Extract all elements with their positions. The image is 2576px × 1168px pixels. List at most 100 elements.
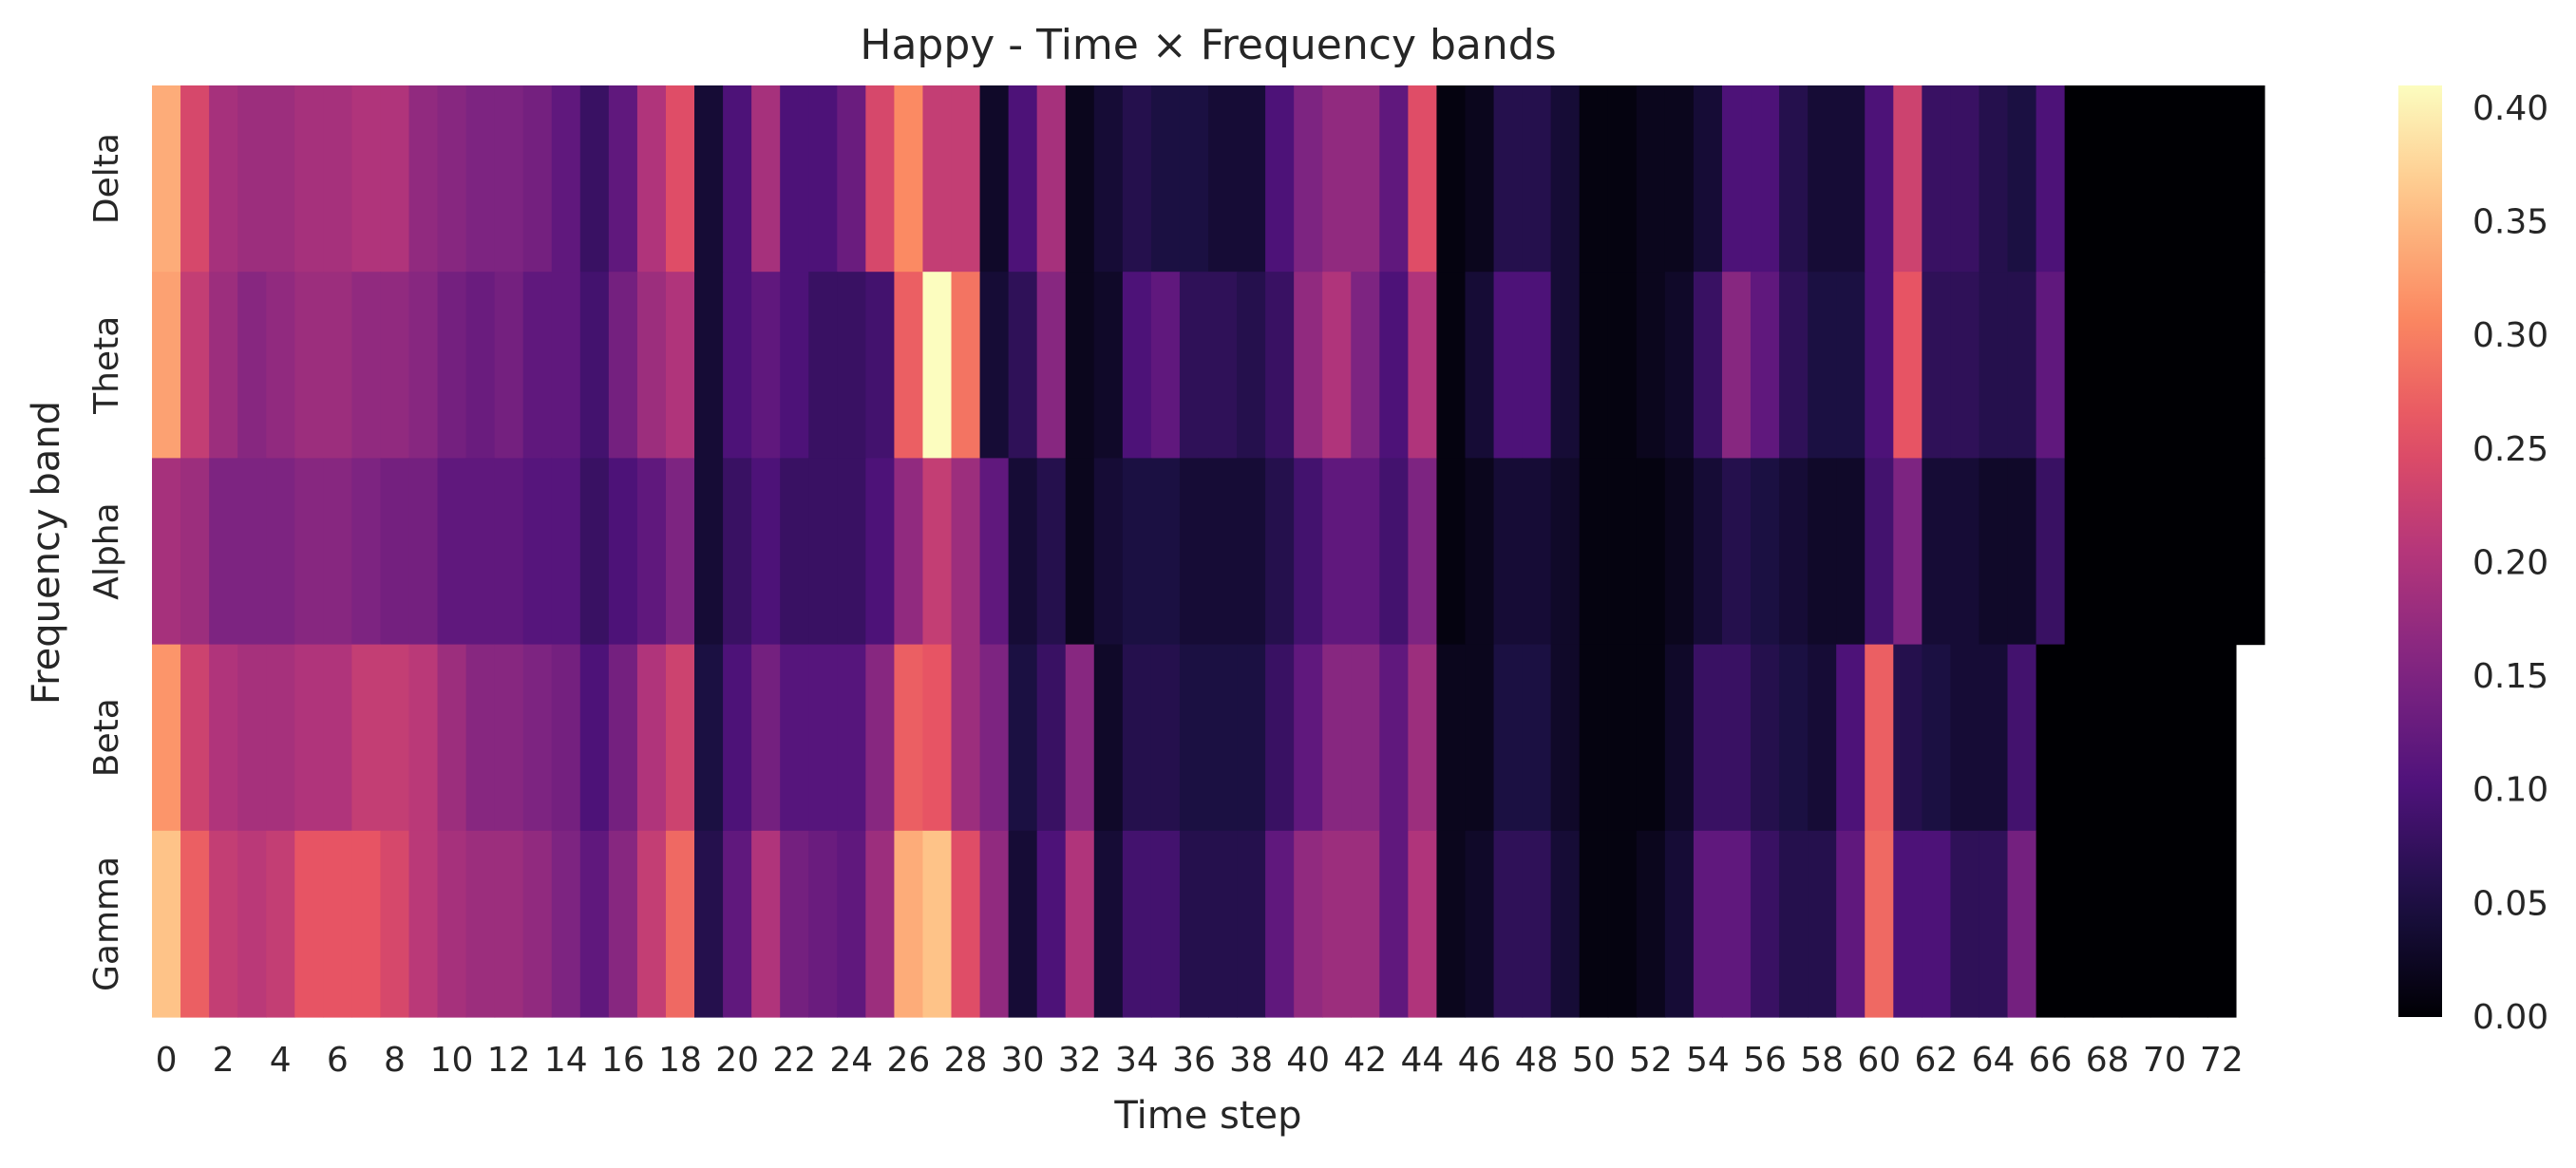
heatmap-cell xyxy=(808,830,838,1018)
x-tick-label: 12 xyxy=(487,1041,531,1080)
heatmap-cell xyxy=(2036,458,2066,646)
heatmap-cell xyxy=(1751,85,1780,273)
heatmap-cell xyxy=(494,830,524,1018)
heatmap-cell xyxy=(579,272,610,459)
heatmap-cell xyxy=(2121,272,2151,459)
y-tick-label: Delta xyxy=(87,133,126,224)
heatmap-cell xyxy=(2036,85,2066,273)
heatmap-cell xyxy=(1493,458,1524,646)
heatmap-cell xyxy=(1265,85,1295,273)
heatmap-cell xyxy=(1893,830,1923,1018)
x-tick-label: 26 xyxy=(887,1041,931,1080)
heatmap-cell xyxy=(437,85,467,273)
heatmap-cell xyxy=(1150,272,1181,459)
heatmap-cell xyxy=(1550,458,1581,646)
heatmap-cell xyxy=(1721,458,1752,646)
heatmap-cell xyxy=(294,644,324,832)
heatmap-cell xyxy=(951,272,981,459)
heatmap-cell xyxy=(1664,458,1695,646)
heatmap-cell xyxy=(294,830,324,1018)
heatmap-cell xyxy=(1636,85,1666,273)
heatmap-cell xyxy=(1351,830,1380,1018)
heatmap-cell xyxy=(1150,85,1181,273)
heatmap-cell xyxy=(2121,644,2151,832)
heatmap-cell xyxy=(1979,458,2009,646)
x-tick-label: 56 xyxy=(1743,1041,1787,1080)
heatmap-cell xyxy=(951,458,981,646)
heatmap-cell xyxy=(1351,644,1380,832)
x-tick-label: 60 xyxy=(1857,1041,1901,1080)
heatmap-cell xyxy=(551,644,581,832)
heatmap-cell xyxy=(865,272,895,459)
heatmap-cell xyxy=(2178,272,2208,459)
heatmap-cell xyxy=(780,85,809,273)
heatmap-cell xyxy=(751,272,781,459)
heatmap-cell xyxy=(1294,85,1323,273)
heatmap-cell xyxy=(522,458,553,646)
heatmap-cell xyxy=(2150,272,2180,459)
heatmap-cell xyxy=(665,272,695,459)
heatmap-cell xyxy=(1179,85,1209,273)
heatmap-cell xyxy=(780,272,809,459)
heatmap-cell xyxy=(380,85,410,273)
x-tick-label: 70 xyxy=(2143,1041,2187,1080)
heatmap-cell xyxy=(1751,458,1780,646)
heatmap-cell xyxy=(465,85,496,273)
heatmap-cell xyxy=(1636,830,1666,1018)
heatmap-cell xyxy=(694,830,724,1018)
heatmap-cell xyxy=(1036,85,1067,273)
heatmap-cell xyxy=(1550,85,1581,273)
heatmap-cell xyxy=(1836,458,1866,646)
heatmap-cell xyxy=(979,644,1010,832)
heatmap-cell xyxy=(1893,644,1923,832)
colorbar xyxy=(2398,85,2442,1017)
heatmap-cell xyxy=(1808,458,1837,646)
heatmap-cell xyxy=(209,458,238,646)
heatmap-cell xyxy=(780,830,809,1018)
heatmap-cell xyxy=(1122,458,1152,646)
heatmap-cell xyxy=(1408,458,1438,646)
y-tick-label: Alpha xyxy=(87,502,126,599)
heatmap-cell xyxy=(1150,458,1181,646)
heatmap-cell xyxy=(1036,644,1067,832)
heatmap-cell xyxy=(1865,458,1894,646)
heatmap-cell xyxy=(837,458,866,646)
x-tick-label: 66 xyxy=(2029,1041,2073,1080)
heatmap-cell xyxy=(1322,272,1352,459)
heatmap-cell xyxy=(665,458,695,646)
heatmap-cell xyxy=(294,272,324,459)
colorbar-tick-label: 0.40 xyxy=(2472,89,2548,128)
heatmap-cell xyxy=(979,272,1010,459)
heatmap-cell xyxy=(751,85,781,273)
heatmap-cell xyxy=(1322,644,1352,832)
heatmap-cell xyxy=(979,85,1010,273)
heatmap-cell xyxy=(1664,85,1695,273)
colorbar-tick-label: 0.25 xyxy=(2472,430,2548,469)
heatmap-cell xyxy=(1779,272,1809,459)
heatmap-cell xyxy=(808,272,838,459)
colorbar-tick-label: 0.30 xyxy=(2472,316,2548,355)
heatmap-cell xyxy=(694,85,724,273)
heatmap-cell xyxy=(1607,644,1638,832)
heatmap-cell xyxy=(1008,85,1038,273)
x-tick-label: 32 xyxy=(1058,1041,1102,1080)
heatmap-cell xyxy=(1008,644,1038,832)
heatmap-cell xyxy=(894,830,924,1018)
heatmap-cell xyxy=(1465,830,1495,1018)
heatmap-cell xyxy=(951,85,981,273)
heatmap-cell xyxy=(1751,830,1780,1018)
heatmap-cell xyxy=(1208,85,1238,273)
heatmap-cell xyxy=(608,85,638,273)
heatmap-cell xyxy=(1179,644,1209,832)
heatmap-cell xyxy=(1664,644,1695,832)
heatmap-cell xyxy=(2064,644,2094,832)
heatmap-cell xyxy=(665,830,695,1018)
heatmap-cell xyxy=(1465,644,1495,832)
heatmap-cell xyxy=(1351,85,1380,273)
heatmap-cell xyxy=(2093,272,2123,459)
heatmap-cell xyxy=(1208,272,1238,459)
heatmap-cell xyxy=(1379,272,1409,459)
heatmap-cell xyxy=(1865,644,1894,832)
heatmap-cell xyxy=(1579,830,1609,1018)
heatmap-cell xyxy=(665,85,695,273)
